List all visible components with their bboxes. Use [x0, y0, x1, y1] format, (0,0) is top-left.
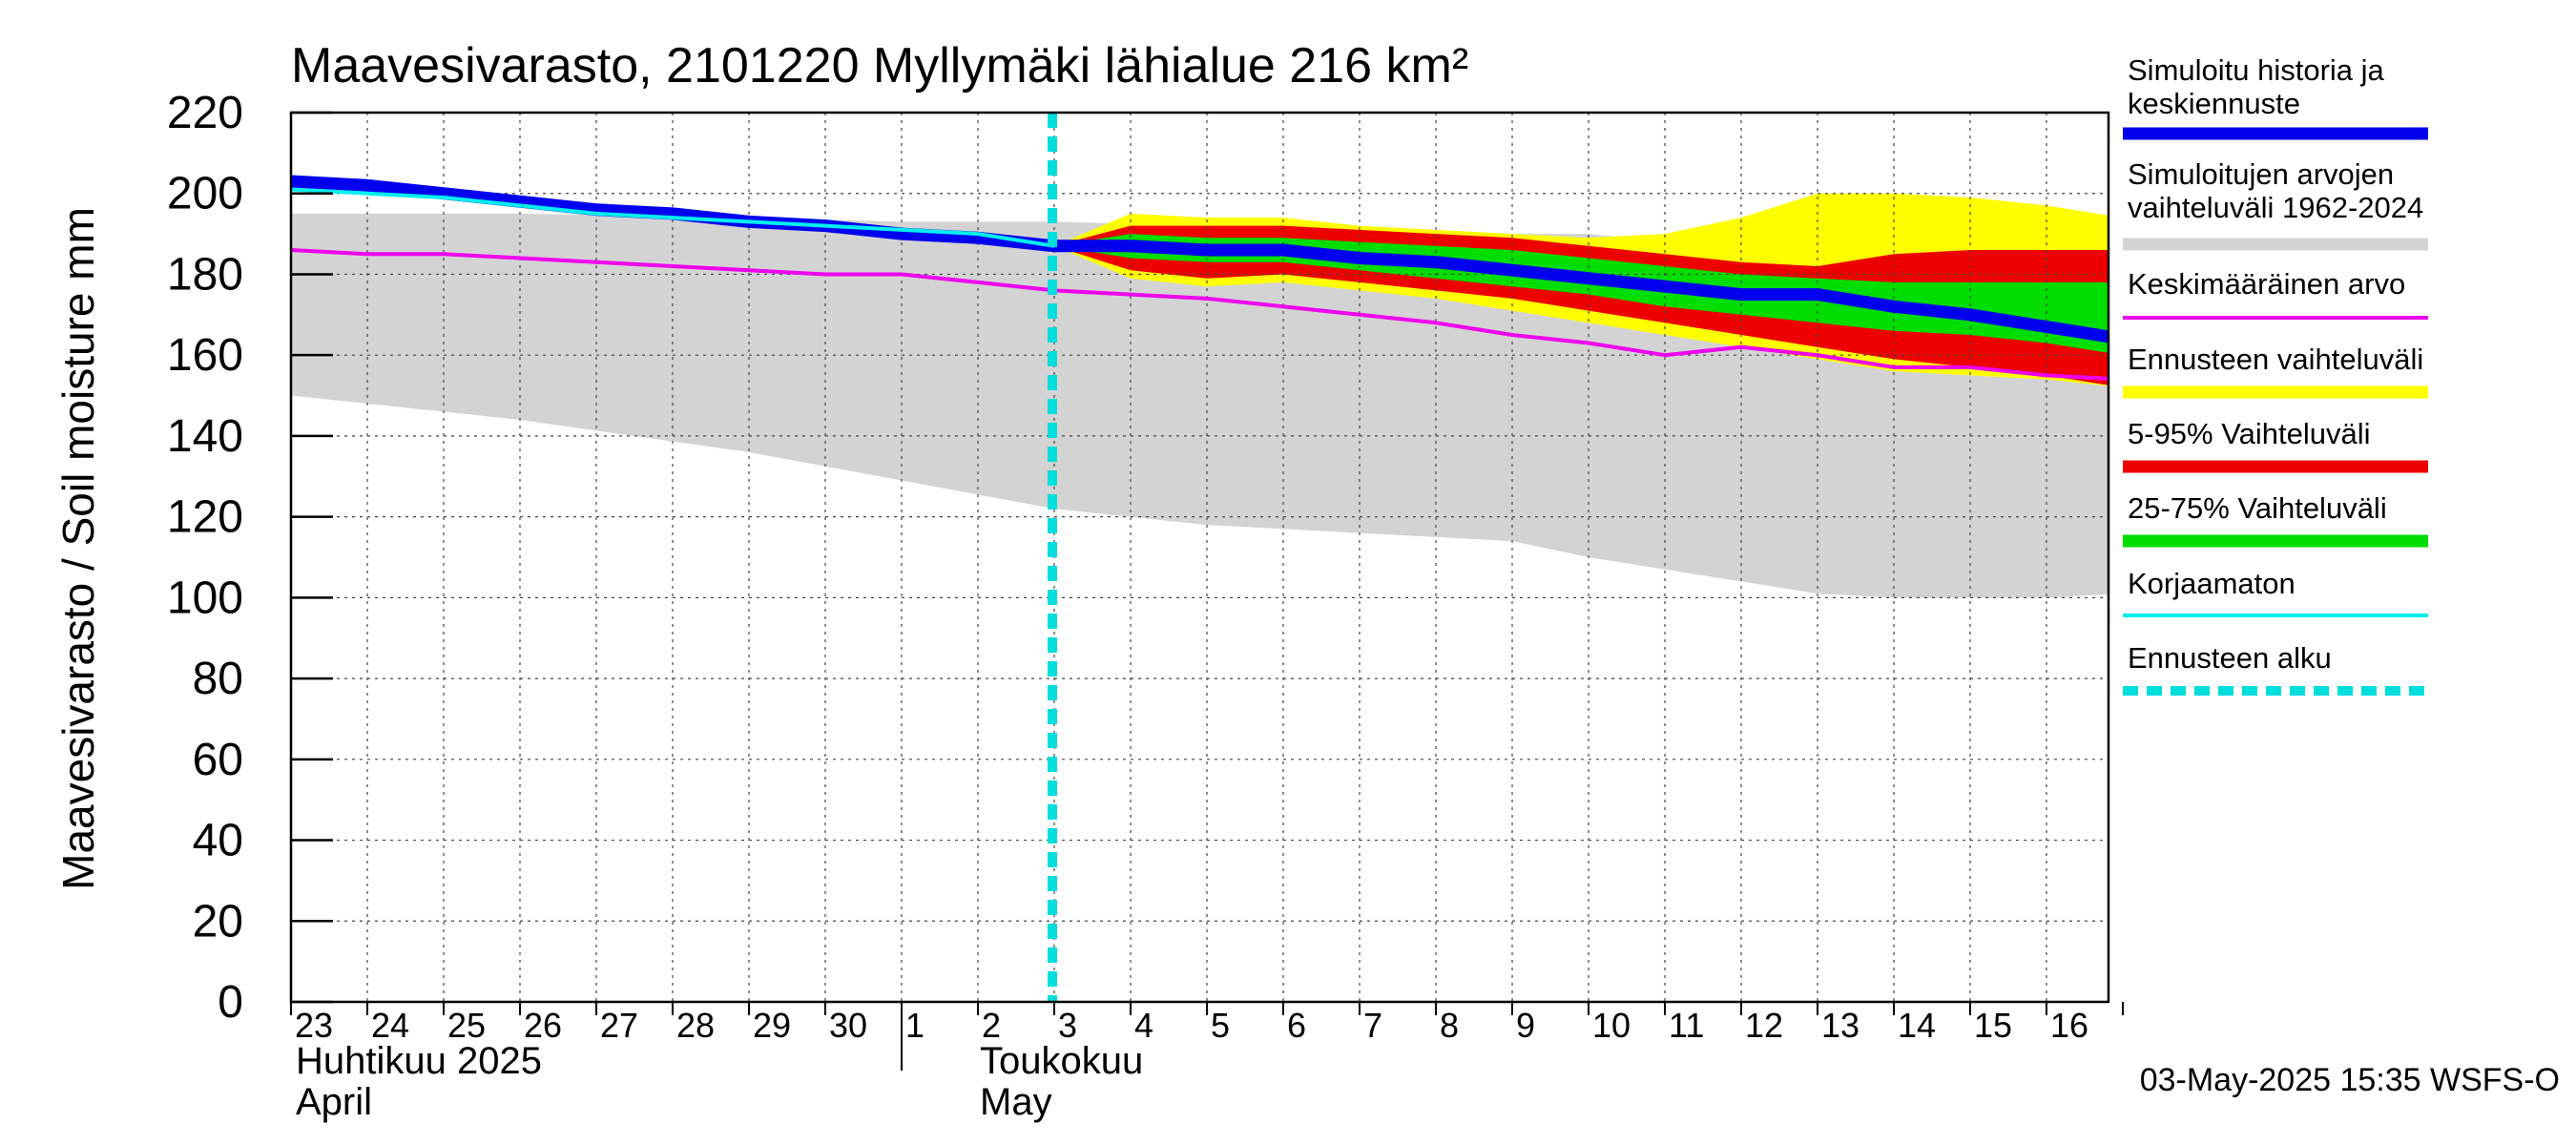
legend-label-line: Simuloitujen arvojen — [2128, 157, 2394, 191]
y-tick-labels: 0 20 40 60 80 100 120 140 160 180 200 220 — [167, 88, 243, 1028]
y-tick-label: 60 — [193, 735, 243, 785]
x-tick-label: 9 — [1516, 1006, 1535, 1045]
x-tick-label: 15 — [1974, 1006, 2012, 1045]
legend-label: Ennusteen alku — [2128, 641, 2332, 675]
x-tick-label: 24 — [371, 1006, 409, 1045]
y-tick-label: 40 — [193, 816, 243, 866]
y-tick-label: 80 — [193, 654, 243, 704]
x-tick-label: 13 — [1821, 1006, 1859, 1045]
x-tick-label: 3 — [1058, 1006, 1077, 1045]
month-label-fi: Huhtikuu 2025 — [296, 1040, 542, 1082]
month-label-fi: Toukokuu — [980, 1040, 1143, 1082]
p25-75-range-area — [1054, 234, 2109, 353]
axes — [289, 111, 2124, 1071]
legend-label: Korjaamaton — [2128, 567, 2296, 600]
y-tick-label: 100 — [167, 572, 243, 623]
y-tick-label: 180 — [167, 249, 243, 300]
x-tick-label: 1 — [905, 1006, 924, 1045]
legend-label-line: keskiennuste — [2128, 87, 2300, 120]
legend-label: Simuloitujen arvojen vaihteluväli 1962-20… — [2128, 157, 2423, 224]
x-tick-label: 30 — [829, 1006, 867, 1045]
timestamp: 03-May-2025 15:35 WSFS-O — [2140, 1062, 2560, 1098]
x-tick-label: 8 — [1440, 1006, 1459, 1045]
y-tick-label: 0 — [218, 977, 243, 1028]
p25-75-band — [1054, 234, 2109, 353]
x-tick-label: 5 — [1211, 1006, 1230, 1045]
month-label-en: April — [296, 1081, 372, 1123]
legend-label-line: Simuloitu historia ja — [2128, 53, 2385, 87]
chart-title: Maavesivarasto, 2101220 Myllymäki lähial… — [291, 38, 1468, 94]
legend-label: 5-95% Vaihteluväli — [2128, 417, 2370, 450]
x-tick-label: 27 — [600, 1006, 638, 1045]
month-label-en: May — [980, 1081, 1052, 1123]
x-tick-labels: 23 24 25 26 27 28 29 30 1 2 3 4 5 6 7 8 9 10 11 12 13 14 15 16 — [295, 1006, 2088, 1045]
y-tick-label: 120 — [167, 492, 243, 543]
x-tick-label: 11 — [1669, 1006, 1704, 1045]
y-tick-label: 220 — [167, 88, 243, 138]
uncorrected-line — [291, 187, 1055, 248]
history-line — [291, 175, 2109, 344]
x-tick-label: 25 — [447, 1006, 486, 1045]
x-tick-label: 26 — [524, 1006, 562, 1045]
x-tick-label: 12 — [1745, 1006, 1783, 1045]
legend-label: Simuloitu historia ja keskiennuste — [2128, 53, 2385, 120]
x-tick-label: 4 — [1134, 1006, 1153, 1045]
y-tick-label: 200 — [167, 169, 243, 219]
x-tick-label: 23 — [295, 1006, 333, 1045]
y-axis-label: Maavesivarasto / Soil moisture mm — [53, 207, 103, 890]
plot-frame — [289, 111, 2110, 1004]
x-tick-label: 14 — [1898, 1006, 1936, 1045]
legend-label: Ennusteen vaihteluväli — [2128, 343, 2423, 376]
x-tick-label: 7 — [1363, 1006, 1382, 1045]
series-lines — [291, 175, 2109, 381]
x-tick-label: 29 — [753, 1006, 791, 1045]
y-tick-label: 160 — [167, 330, 243, 381]
x-tick-label: 16 — [2050, 1006, 2088, 1045]
y-tick-label: 20 — [193, 896, 243, 947]
x-tick-label: 28 — [676, 1006, 715, 1045]
legend-label-line: vaihteluväli 1962-2024 — [2128, 191, 2423, 224]
x-tick-label: 2 — [982, 1006, 1001, 1045]
legend-label: 25-75% Vaihteluväli — [2128, 491, 2387, 525]
mean-line — [291, 248, 2109, 381]
legend: Simuloitu historia ja keskiennusteSimuloi… — [2123, 53, 2428, 696]
legend-label: Keskimääräinen arvo — [2128, 267, 2405, 301]
x-tick-label: 10 — [1592, 1006, 1631, 1045]
x-tick-label: 6 — [1287, 1006, 1306, 1045]
y-tick-label: 140 — [167, 411, 243, 462]
